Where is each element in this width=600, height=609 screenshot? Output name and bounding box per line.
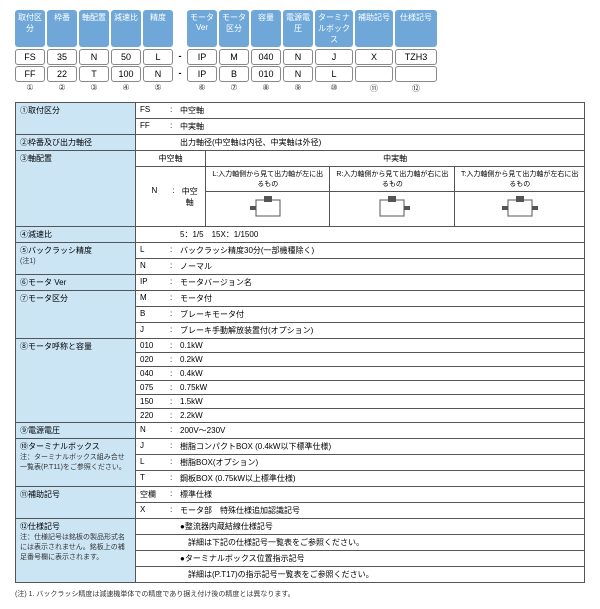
code-header-row: 取付区分枠番軸配置減速比精度モータVerモータ区分容量電源電圧ターミナルボックス… xyxy=(15,10,585,47)
code-nums: ①②③④⑤⑥⑦⑧⑨⑩⑪⑫ xyxy=(15,83,585,94)
code-row-2: FF22T100N-IPB010NL xyxy=(15,66,585,82)
code-row-1: FS35N50L-IPM040NJXTZH3 xyxy=(15,49,585,65)
footnote: (注) 1. バックラッシ精度は減速機単体での精度であり据え付け後の精度とは異な… xyxy=(15,589,585,599)
spec-table: ①取付区分FS:中空軸FF:中実軸②枠番及び出力軸径出力軸径(中空軸は内径、中実… xyxy=(15,102,585,583)
